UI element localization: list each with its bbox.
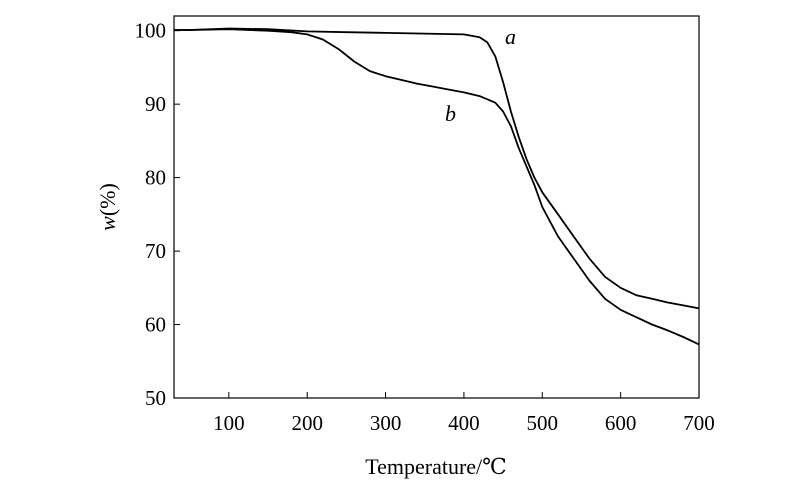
series-group: ab bbox=[174, 24, 700, 346]
y-tick-label: 90 bbox=[145, 92, 166, 116]
x-tick-label: 100 bbox=[213, 411, 245, 435]
series-line-a bbox=[174, 27, 700, 310]
y-axis-title-unit: (%) bbox=[95, 183, 120, 216]
x-tick-label: 400 bbox=[448, 411, 480, 435]
series-label-a: a bbox=[505, 24, 516, 49]
y-tick-label: 50 bbox=[145, 386, 166, 410]
x-tick-label: 500 bbox=[527, 411, 559, 435]
y-tick-label: 80 bbox=[145, 166, 166, 190]
y-tick-label: 100 bbox=[135, 19, 167, 43]
x-tick-label: 700 bbox=[683, 411, 715, 435]
y-axis-title: w(%) bbox=[95, 183, 120, 231]
x-tick-label: 300 bbox=[370, 411, 402, 435]
y-tick-label: 60 bbox=[145, 313, 166, 337]
y-axis-title-var: w bbox=[95, 216, 120, 231]
x-tick-label: 200 bbox=[291, 411, 323, 435]
x-tick-label: 600 bbox=[605, 411, 637, 435]
series-label-b: b bbox=[445, 101, 456, 126]
plot-frame bbox=[173, 15, 700, 399]
y-axis: 50 60 70 80 90 100 bbox=[135, 19, 180, 410]
series-line-b bbox=[174, 28, 700, 346]
y-tick-label: 70 bbox=[145, 239, 166, 263]
x-axis-title: Temperature/℃ bbox=[365, 454, 507, 479]
x-axis: 100 200 300 400 500 600 700 bbox=[213, 392, 715, 435]
